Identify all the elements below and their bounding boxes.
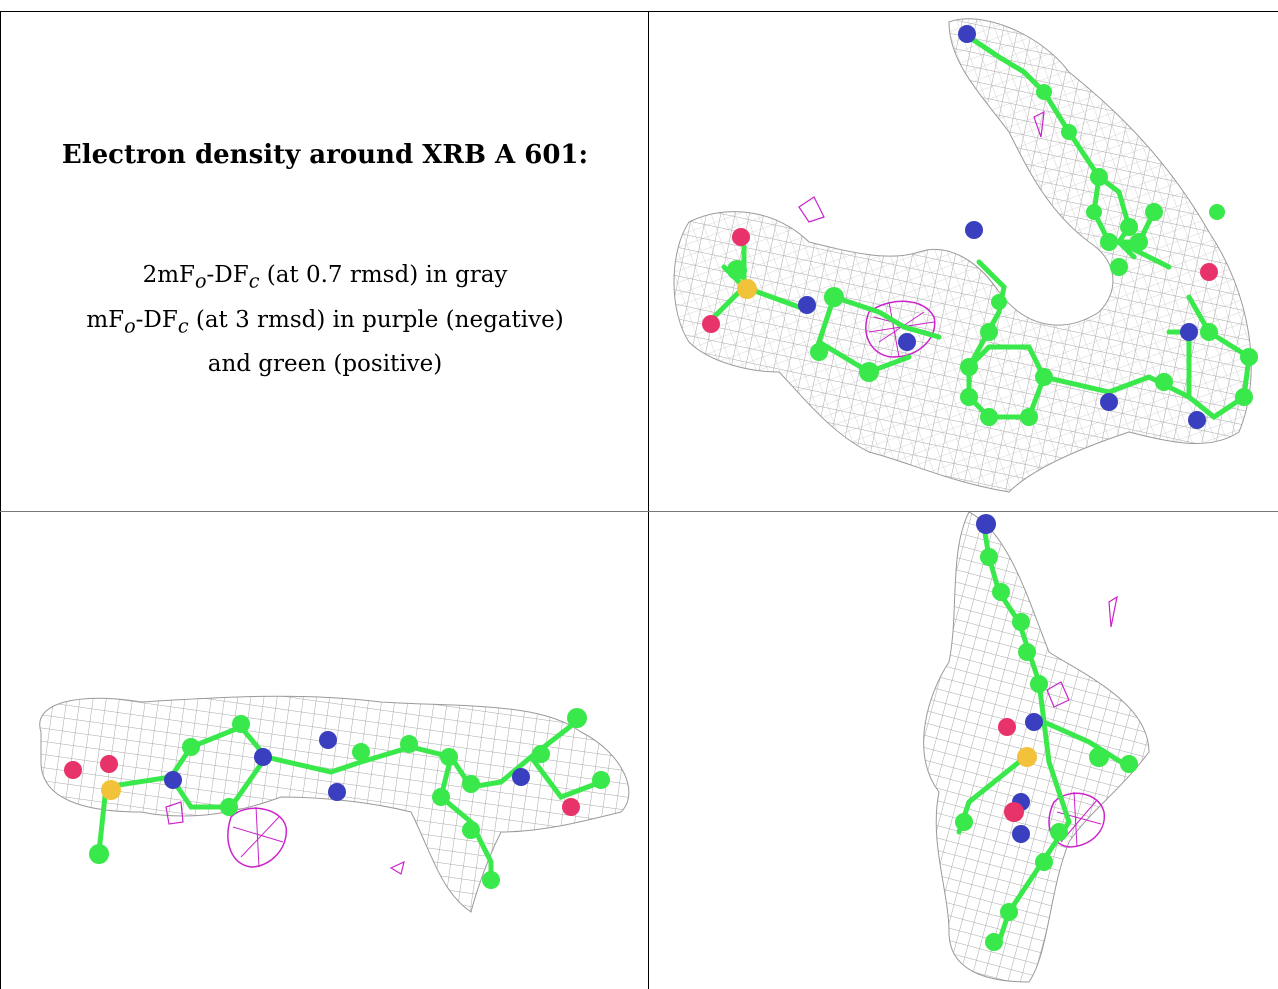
caption-line-3: and green (positive) — [207, 351, 443, 378]
border-left — [0, 11, 1, 989]
electron-density-image — [39, 695, 630, 913]
ligand-view-3 — [649, 512, 1278, 989]
electron-density-image — [923, 512, 1150, 983]
atoms — [955, 514, 1138, 951]
atoms — [702, 25, 1258, 429]
ligand-view-2 — [1, 512, 648, 989]
caption-line-2: mFo-DFc (at 3 rmsd) in purple (negative) — [86, 306, 564, 338]
caption-title: Electron density around XRB A 601: — [61, 140, 589, 170]
border-middle-horizontal — [0, 511, 1278, 512]
border-top — [0, 11, 1278, 12]
caption: Electron density around XRB A 601: 2mFo-… — [1, 12, 648, 511]
purple-mesh-blob — [865, 300, 936, 358]
caption-body: 2mFo-DFc (at 0.7 rmsd) in gray mFo-DFc (… — [1, 256, 648, 384]
atoms — [64, 708, 610, 889]
caption-line-1: 2mFo-DFc (at 0.7 rmsd) in gray — [142, 262, 508, 293]
ligand-view-1 — [649, 12, 1278, 511]
caption-cell: Electron density around XRB A 601: 2mFo-… — [1, 12, 648, 511]
border-middle-vertical — [648, 11, 649, 989]
electron-density-image — [673, 18, 1258, 493]
